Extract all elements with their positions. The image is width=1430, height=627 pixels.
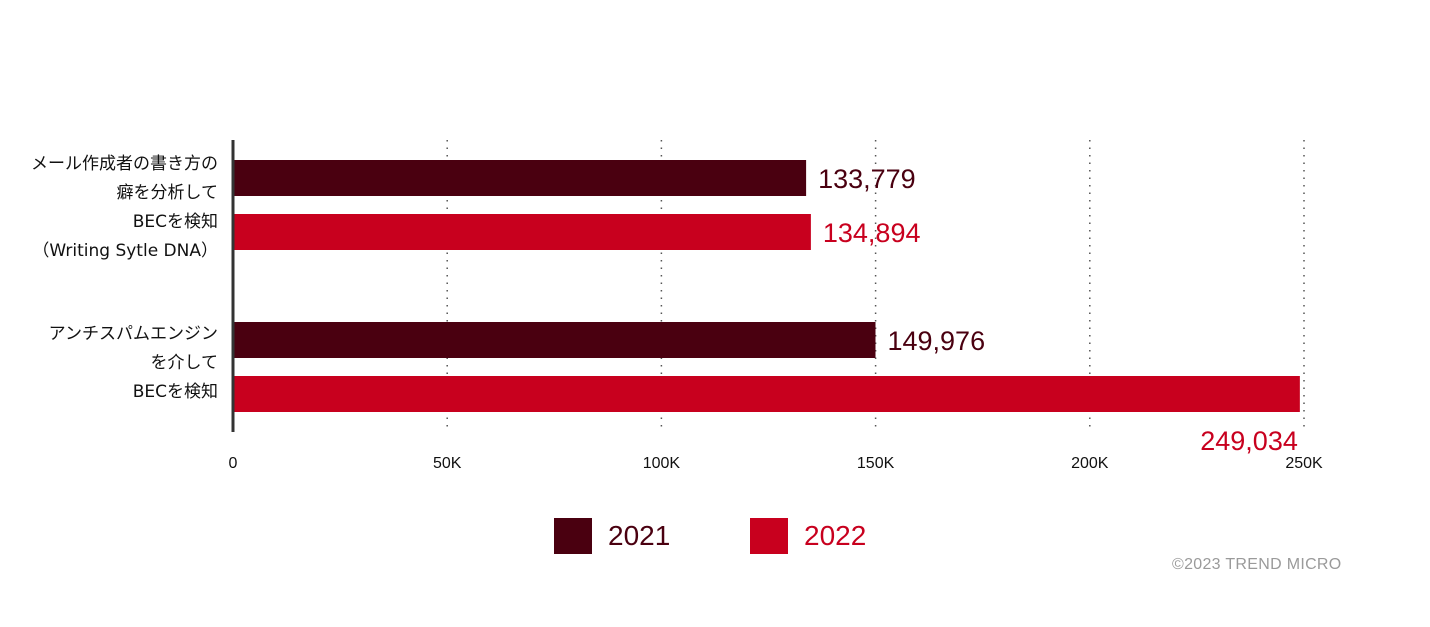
x-tick-label-250K: 250K <box>1285 455 1323 472</box>
bar-2021-cat1 <box>233 160 807 196</box>
bar-2022-cat1 <box>233 214 811 250</box>
value-label-2022-cat2: 249,034 <box>1200 426 1298 456</box>
legend-item-2021: 2021 <box>554 518 670 554</box>
x-tick-label-100K: 100K <box>643 455 681 472</box>
legend-label-2022: 2022 <box>804 520 867 551</box>
category-label-writing-style-dna: メール作成者の書き方の 癖を分析して BECを検知 （Writing Sytle… <box>31 154 218 261</box>
x-tick-label-50K: 50K <box>433 455 462 472</box>
legend-swatch-2021 <box>554 518 592 554</box>
category-label-antispam-engine: アンチスパムエンジン を介して BECを検知 <box>48 324 218 402</box>
value-label-2021-cat2: 149,976 <box>887 326 985 356</box>
legend-item-2022: 2022 <box>750 518 866 554</box>
copyright-text: ©2023 TREND MICRO <box>1172 556 1342 573</box>
x-tick-label-200K: 200K <box>1071 455 1109 472</box>
x-tick-label-0: 0 <box>229 455 238 472</box>
legend-label-2021: 2021 <box>608 520 671 551</box>
bar-2021-cat2 <box>233 322 876 358</box>
value-label-2021-cat1: 133,779 <box>818 164 916 194</box>
bar-2022-cat2 <box>233 376 1300 412</box>
x-tick-label-150K: 150K <box>857 455 895 472</box>
legend-swatch-2022 <box>750 518 788 554</box>
value-label-2022-cat1: 134,894 <box>823 218 921 248</box>
